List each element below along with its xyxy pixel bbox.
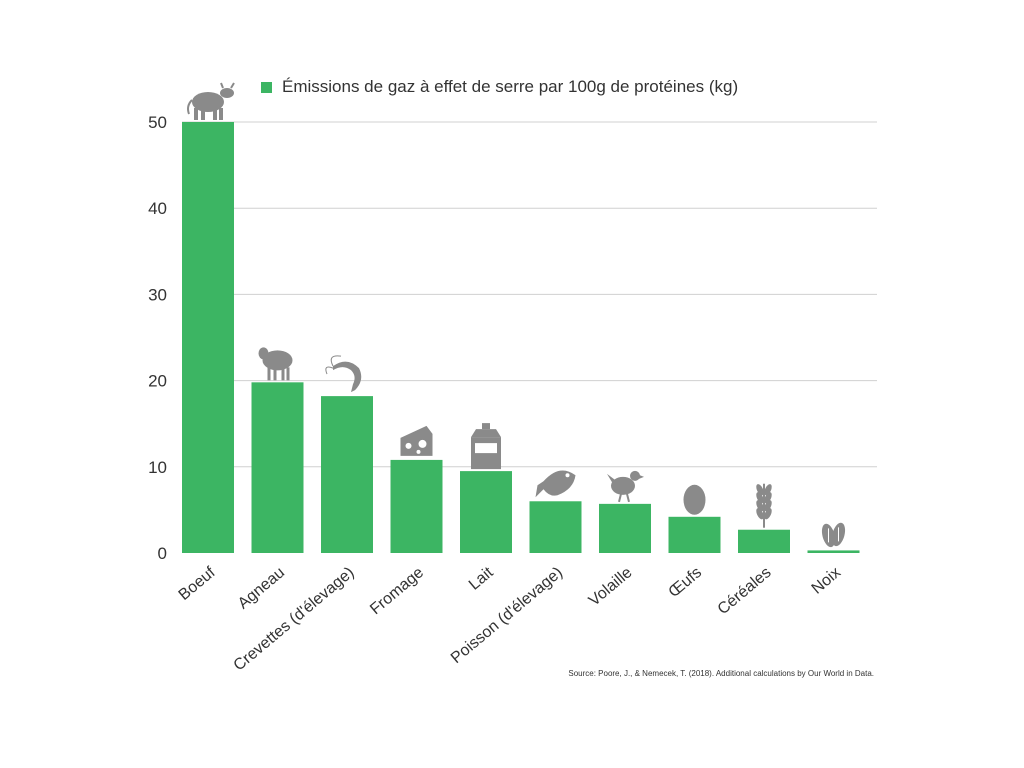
category-label: Noix	[809, 564, 844, 598]
y-tick-label: 40	[148, 199, 167, 218]
y-tick-label: 30	[148, 285, 167, 304]
category-label: Agneau	[235, 564, 288, 612]
category-label: Crevettes (d'élevage)	[231, 564, 358, 674]
legend: Émissions de gaz à effet de serre par 10…	[261, 77, 738, 96]
legend-label: Émissions de gaz à effet de serre par 10…	[282, 77, 738, 96]
bar	[390, 459, 443, 553]
egg-icon	[683, 484, 706, 515]
bar	[807, 550, 860, 553]
category-label: Œufs	[666, 564, 706, 601]
bar	[182, 122, 234, 553]
bar	[460, 471, 512, 553]
sheep-icon	[258, 347, 293, 381]
category-label: Boeuf	[176, 564, 219, 604]
category-label: Volaille	[586, 564, 636, 610]
fish-icon	[535, 470, 576, 498]
gridlines	[182, 121, 877, 468]
cheese-icon	[400, 425, 433, 456]
bar	[529, 501, 582, 553]
bar	[599, 503, 651, 553]
wheat-icon	[756, 483, 772, 528]
legend-swatch	[261, 82, 272, 93]
cow-icon	[187, 82, 235, 120]
shrimp-icon	[325, 355, 362, 393]
category-label: Fromage	[367, 564, 427, 618]
bar	[251, 382, 304, 553]
milk-icon	[471, 423, 501, 470]
category-label: Céréales	[715, 564, 775, 618]
bar-icons	[187, 82, 846, 548]
y-tick-label: 0	[158, 544, 167, 563]
category-label: Lait	[466, 564, 497, 594]
y-tick-label: 10	[148, 458, 167, 477]
y-tick-label: 50	[148, 113, 167, 132]
y-tick-label: 20	[148, 372, 167, 391]
category-label: Poisson (d'élevage)	[448, 564, 566, 667]
bar	[321, 396, 373, 553]
chicken-icon	[607, 470, 644, 503]
bar	[738, 529, 790, 553]
source-note: Source: Poore, J., & Nemecek, T. (2018).…	[568, 669, 874, 678]
bar	[668, 516, 721, 553]
bars	[182, 122, 860, 553]
y-axis-ticks: 0 10 20 30 40 50	[148, 113, 167, 563]
nuts-icon	[821, 522, 846, 548]
